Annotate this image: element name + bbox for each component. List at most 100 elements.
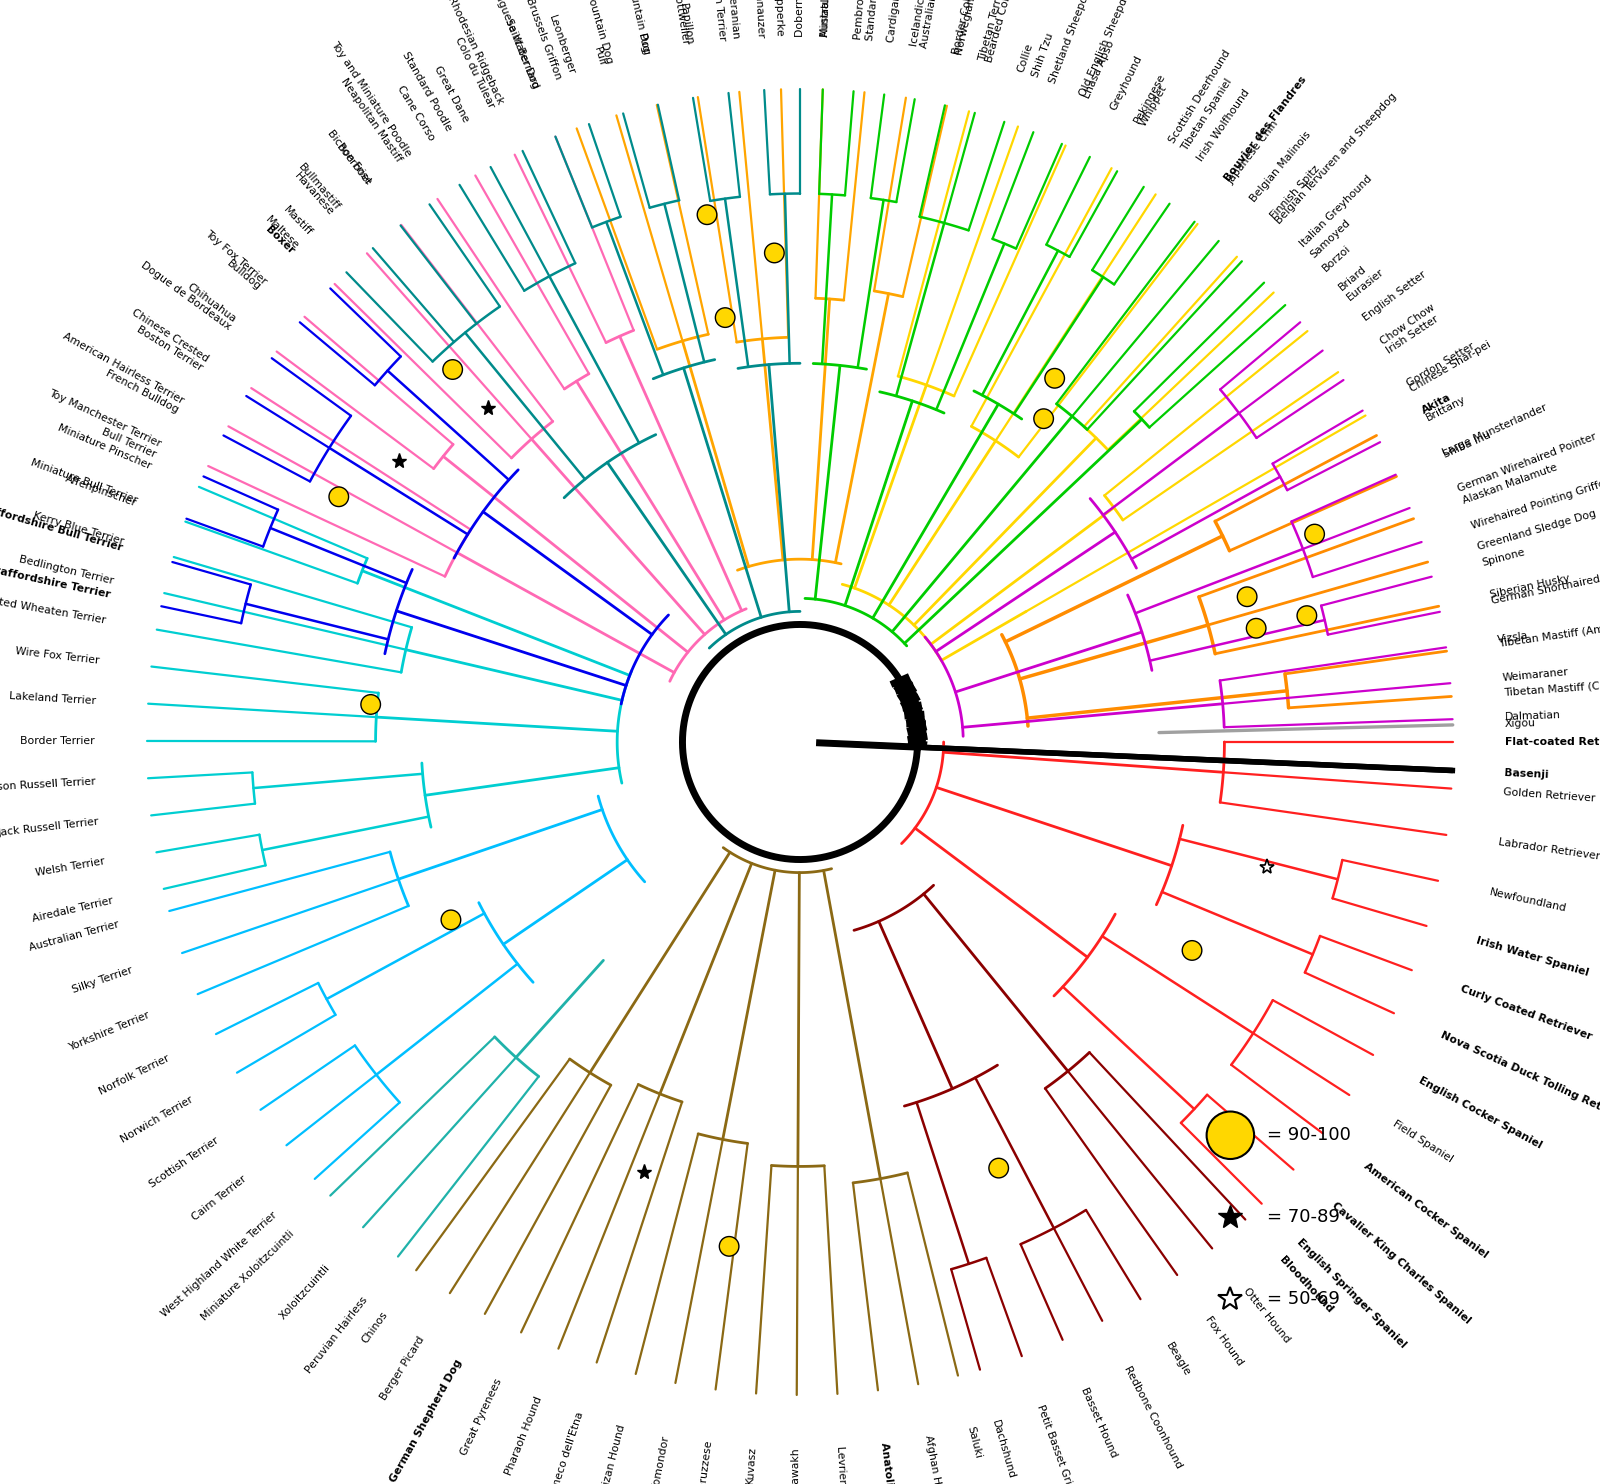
Text: Belgian Tervuren and Sheepdog: Belgian Tervuren and Sheepdog bbox=[1274, 92, 1398, 226]
Text: Miniature Xoloitzcuintli: Miniature Xoloitzcuintli bbox=[200, 1229, 296, 1322]
Text: Chinese Shar-pei: Chinese Shar-pei bbox=[1408, 340, 1493, 393]
Text: Miniature Pinscher: Miniature Pinscher bbox=[56, 423, 154, 470]
Text: Standard Schnauzer: Standard Schnauzer bbox=[864, 0, 885, 40]
Text: Wirehaired Pointing Griffon: Wirehaired Pointing Griffon bbox=[1470, 476, 1600, 531]
Text: Chow Chow: Chow Chow bbox=[1378, 303, 1437, 347]
Circle shape bbox=[1034, 410, 1053, 429]
Text: Irish Water Spaniel: Irish Water Spaniel bbox=[1475, 936, 1590, 978]
Text: American Cocker Spaniel: American Cocker Spaniel bbox=[1362, 1160, 1490, 1260]
Text: Pomeranian: Pomeranian bbox=[723, 0, 739, 40]
Text: Briard: Briard bbox=[1338, 264, 1368, 292]
Text: Belgian Malinois: Belgian Malinois bbox=[1248, 129, 1314, 205]
Text: Black Russian Terrier: Black Russian Terrier bbox=[706, 0, 728, 42]
Text: Bichon Frise: Bichon Frise bbox=[325, 128, 373, 187]
Text: Silky Terrier: Silky Terrier bbox=[70, 965, 134, 996]
Text: German Shepherd Dog: German Shepherd Dog bbox=[389, 1358, 464, 1484]
Text: Bouvier des Flandres: Bouvier des Flandres bbox=[1222, 74, 1309, 183]
Circle shape bbox=[443, 359, 462, 380]
Text: Chihuahua: Chihuahua bbox=[186, 282, 238, 325]
Text: Bulldog: Bulldog bbox=[226, 258, 262, 292]
Text: = 90-100: = 90-100 bbox=[1267, 1126, 1352, 1144]
Text: Cardigan Welsh Corgi: Cardigan Welsh Corgi bbox=[886, 0, 910, 43]
Text: Lhasa Apso: Lhasa Apso bbox=[1082, 39, 1117, 99]
Circle shape bbox=[1237, 588, 1258, 607]
Text: Norfolk Terrier: Norfolk Terrier bbox=[98, 1054, 171, 1097]
Text: Collie: Collie bbox=[1016, 42, 1035, 74]
Text: Rhodesian Ridgeback: Rhodesian Ridgeback bbox=[446, 0, 506, 105]
Text: Norwegian Elkhound: Norwegian Elkhound bbox=[954, 0, 989, 56]
Text: Australian Cattle Dog: Australian Cattle Dog bbox=[918, 0, 949, 49]
Text: Beagle: Beagle bbox=[1163, 1342, 1192, 1379]
Text: Japanese Chin: Japanese Chin bbox=[1226, 119, 1280, 186]
Text: Bloodhound: Bloodhound bbox=[1277, 1254, 1334, 1315]
Text: Basenji: Basenji bbox=[1504, 767, 1549, 779]
Text: Airedale Terrier: Airedale Terrier bbox=[30, 896, 114, 925]
Text: Lakeland Terrier: Lakeland Terrier bbox=[10, 690, 96, 705]
Text: Toy and Miniature Poodle: Toy and Miniature Poodle bbox=[328, 39, 413, 159]
Text: Kuvasz: Kuvasz bbox=[746, 1445, 757, 1484]
Text: Berger Picard: Berger Picard bbox=[378, 1334, 426, 1402]
Text: Chinos: Chinos bbox=[360, 1309, 389, 1345]
Text: Welsh Terrier: Welsh Terrier bbox=[35, 856, 106, 879]
Text: Basset Hound: Basset Hound bbox=[1078, 1386, 1118, 1459]
Text: English Setter: English Setter bbox=[1362, 270, 1429, 324]
Text: Xigou: Xigou bbox=[1506, 718, 1536, 729]
Circle shape bbox=[765, 243, 784, 263]
Text: Yorkshire Terrier: Yorkshire Terrier bbox=[67, 1009, 152, 1052]
Text: Miniature Schnauzer: Miniature Schnauzer bbox=[819, 0, 834, 37]
Text: Toy Fox Terrier: Toy Fox Terrier bbox=[203, 229, 269, 286]
Circle shape bbox=[1306, 524, 1325, 543]
Text: Azawakh: Azawakh bbox=[792, 1447, 802, 1484]
Text: Irish Setter: Irish Setter bbox=[1384, 313, 1440, 355]
Text: Standard Poodle: Standard Poodle bbox=[400, 50, 454, 132]
Text: Mastiff: Mastiff bbox=[282, 205, 314, 239]
Text: Saluki: Saluki bbox=[966, 1425, 984, 1459]
Text: Soft Coated Wheaten Terrier: Soft Coated Wheaten Terrier bbox=[0, 589, 106, 626]
Text: American Staffordshire Terrier: American Staffordshire Terrier bbox=[0, 552, 112, 600]
Text: Siberian Husky: Siberian Husky bbox=[1488, 574, 1571, 600]
Text: German Wirehaired Pointer: German Wirehaired Pointer bbox=[1456, 432, 1598, 494]
Text: Great Pyrenees: Great Pyrenees bbox=[459, 1377, 504, 1457]
Text: Icelandic Sheepdog: Icelandic Sheepdog bbox=[909, 0, 936, 47]
Text: Gordon Setter: Gordon Setter bbox=[1405, 341, 1477, 389]
Text: Maltese: Maltese bbox=[264, 214, 301, 251]
Text: Xoloitzcuintli: Xoloitzcuintli bbox=[277, 1263, 331, 1321]
Text: Chinese Crested: Chinese Crested bbox=[130, 307, 210, 364]
Text: Eurasier: Eurasier bbox=[1346, 266, 1386, 303]
Text: Tibetan Mastiff (Am): Tibetan Mastiff (Am) bbox=[1498, 623, 1600, 649]
Circle shape bbox=[715, 307, 734, 328]
Text: Finnish Spitz: Finnish Spitz bbox=[1269, 163, 1322, 221]
Text: West Highland White Terrier: West Highland White Terrier bbox=[160, 1209, 280, 1319]
Text: German Shorthaired Pointer: German Shorthaired Pointer bbox=[1490, 565, 1600, 607]
Text: Kerry Blue Terrier: Kerry Blue Terrier bbox=[32, 510, 125, 548]
Text: American Hairless Terrier: American Hairless Terrier bbox=[61, 331, 186, 405]
Text: Pharaoh Hound: Pharaoh Hound bbox=[504, 1395, 544, 1477]
Text: Italian Greyhound: Italian Greyhound bbox=[1298, 174, 1374, 249]
Text: Toy Manchester Terrier: Toy Manchester Terrier bbox=[48, 387, 163, 448]
Text: Miniature Bull Terrier: Miniature Bull Terrier bbox=[29, 457, 139, 506]
Text: Field Spaniel: Field Spaniel bbox=[1390, 1119, 1454, 1165]
Text: Scottish Deerhound: Scottish Deerhound bbox=[1166, 47, 1232, 145]
Text: Border Terrier: Border Terrier bbox=[21, 736, 94, 746]
Text: Cimeco dell'Etna: Cimeco dell'Etna bbox=[547, 1411, 586, 1484]
Text: Greater Swiss Mountain Dog: Greater Swiss Mountain Dog bbox=[608, 0, 651, 55]
Text: Portuguese Water Dog: Portuguese Water Dog bbox=[485, 0, 541, 91]
Text: Schipperke: Schipperke bbox=[773, 0, 784, 37]
Circle shape bbox=[330, 487, 349, 506]
Text: Shetland Sheepdog: Shetland Sheepdog bbox=[1048, 0, 1094, 85]
Text: Tibetan Spaniel: Tibetan Spaniel bbox=[1179, 77, 1234, 153]
Text: Greyhound: Greyhound bbox=[1109, 53, 1144, 113]
Text: Peruvian Hairless: Peruvian Hairless bbox=[304, 1294, 370, 1376]
Text: Tibetan Terrier: Tibetan Terrier bbox=[978, 0, 1008, 62]
Text: Petit Basset Griffon Vendeen: Petit Basset Griffon Vendeen bbox=[1035, 1404, 1098, 1484]
Text: Curly Coated Retriever: Curly Coated Retriever bbox=[1459, 984, 1594, 1042]
Text: Norwich Terrier: Norwich Terrier bbox=[118, 1095, 195, 1146]
Text: Dalmatian: Dalmatian bbox=[1504, 711, 1562, 723]
Text: Afghan Hound: Afghan Hound bbox=[923, 1435, 947, 1484]
Circle shape bbox=[1246, 619, 1266, 638]
Text: Redbone Coonhound: Redbone Coonhound bbox=[1122, 1365, 1184, 1471]
Text: Boerboel: Boerboel bbox=[334, 142, 373, 187]
Text: Bernese Mountain Dog: Bernese Mountain Dog bbox=[571, 0, 614, 64]
Text: Affenpinscher: Affenpinscher bbox=[64, 473, 138, 509]
Text: Large Munsterlander: Large Munsterlander bbox=[1442, 402, 1549, 459]
